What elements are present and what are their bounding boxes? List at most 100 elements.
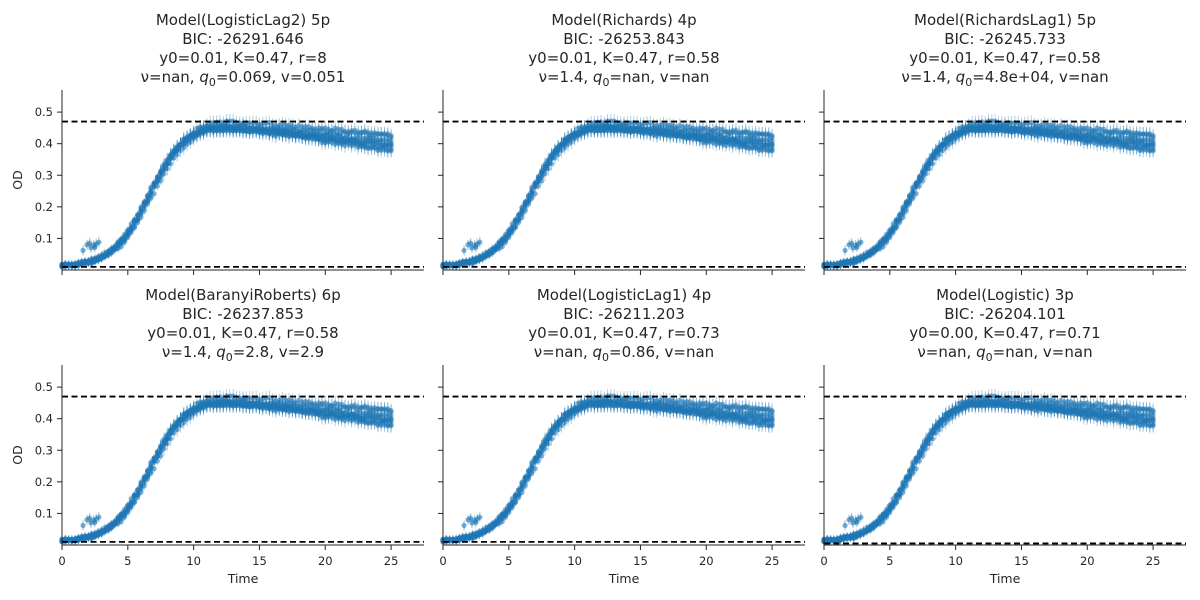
title-part: ν=1.4,	[901, 68, 955, 86]
title-part: q	[956, 68, 966, 86]
data-point	[926, 161, 932, 167]
data-point	[522, 202, 528, 208]
data-point	[516, 217, 522, 223]
data-point	[161, 164, 167, 170]
data-point	[506, 232, 512, 238]
data-point	[502, 237, 509, 243]
data-point	[545, 161, 551, 167]
data-point	[125, 232, 131, 238]
data-point	[473, 244, 479, 250]
data-point	[555, 147, 561, 153]
data-point	[883, 237, 890, 243]
data-point	[870, 250, 876, 256]
data-point	[388, 132, 394, 139]
data-point	[177, 141, 184, 147]
subplot-title-line: ν=1.4, q0=4.8e+04, v=nan	[901, 68, 1108, 89]
data-point	[141, 202, 147, 208]
data-point	[164, 161, 170, 167]
data-point	[181, 138, 187, 144]
subplot-title-line: BIC: -26237.853	[182, 305, 304, 323]
data-point	[525, 198, 532, 204]
subplot-title-line: ν=1.4, q0=2.8, v=2.9	[162, 343, 324, 364]
data-point	[854, 244, 860, 250]
data-point	[144, 198, 151, 204]
data-point	[154, 178, 161, 184]
data-point	[890, 227, 896, 234]
data-point	[887, 232, 893, 238]
data-point	[535, 178, 542, 184]
data-point	[80, 247, 86, 254]
data-point	[532, 182, 538, 189]
subplot-title-line: y0=0.01, K=0.47, r=0.58	[147, 324, 338, 342]
data-point	[115, 244, 121, 250]
data-point	[148, 190, 154, 196]
data-point	[900, 210, 906, 216]
title-part: =0.069, v=0.051	[216, 68, 345, 86]
data-point	[168, 154, 174, 161]
data-point	[529, 190, 535, 196]
data-point	[903, 202, 909, 208]
y-axis-label: OD	[10, 170, 25, 189]
data-point	[92, 244, 98, 250]
data-point	[128, 227, 134, 234]
data-point	[461, 247, 467, 254]
data-point	[519, 210, 525, 216]
data-series	[59, 388, 394, 546]
title-part: =2.8, v=2.9	[233, 343, 324, 361]
title-part: q	[199, 68, 209, 86]
data-point	[858, 239, 864, 245]
title-part: ν=1.4,	[162, 343, 216, 361]
data-point	[769, 146, 775, 153]
data-point	[88, 245, 94, 251]
title-part: 0	[226, 351, 233, 364]
title-part: =4.8e+04, v=nan	[972, 68, 1109, 86]
data-point	[151, 182, 157, 189]
subplot-title-line: Model(RichardsLag1) 5p	[914, 11, 1096, 29]
title-part: =nan, v=nan	[609, 68, 709, 86]
data-point	[158, 170, 164, 176]
data-point	[930, 154, 936, 161]
data-point	[562, 138, 568, 144]
subplot-title-line: Model(BaranyiRoberts) 6p	[145, 286, 341, 304]
data-point	[913, 182, 919, 189]
subplot-title-line: BIC: -26291.646	[182, 30, 304, 48]
data-point	[549, 154, 555, 161]
data-point	[539, 170, 545, 176]
title-part: ν=nan,	[141, 68, 200, 86]
title-part: 0	[965, 76, 972, 89]
subplot-title-line: BIC: -26253.843	[563, 30, 685, 48]
data-point	[388, 146, 394, 153]
title-part: 0	[209, 76, 216, 89]
data-point	[906, 198, 913, 204]
data-point	[477, 239, 483, 245]
subplot-title-line: ν=1.4, q0=nan, v=nan	[539, 68, 710, 89]
data-point	[509, 227, 515, 234]
data-point	[877, 244, 883, 250]
data-series	[59, 113, 394, 271]
data-point	[135, 217, 141, 223]
y-tick-label: 0.4	[35, 137, 53, 151]
data-point	[910, 190, 916, 196]
data-point	[496, 244, 502, 250]
data-point	[936, 147, 942, 153]
data-point	[920, 170, 926, 176]
title-part: ν=1.4,	[539, 68, 593, 86]
subplot-title-line: Model(LogisticLag2) 5p	[156, 11, 330, 29]
subplot-title-line: ν=nan, q0=0.069, v=0.051	[141, 68, 346, 89]
y-tick-label: 0.5	[35, 105, 53, 119]
title-part: q	[593, 68, 603, 86]
subplot-title-line: Model(Richards) 4p	[551, 11, 696, 29]
data-point	[897, 217, 903, 223]
y-tick-label: 0.3	[35, 168, 53, 182]
data-point	[916, 178, 923, 184]
data-point	[108, 250, 114, 256]
data-point	[769, 132, 775, 139]
data-point	[174, 147, 180, 153]
subplot-title-line: BIC: -26245.733	[944, 30, 1066, 48]
subplot-title-line: y0=0.01, K=0.47, r=0.58	[528, 49, 719, 67]
data-point	[943, 138, 949, 144]
